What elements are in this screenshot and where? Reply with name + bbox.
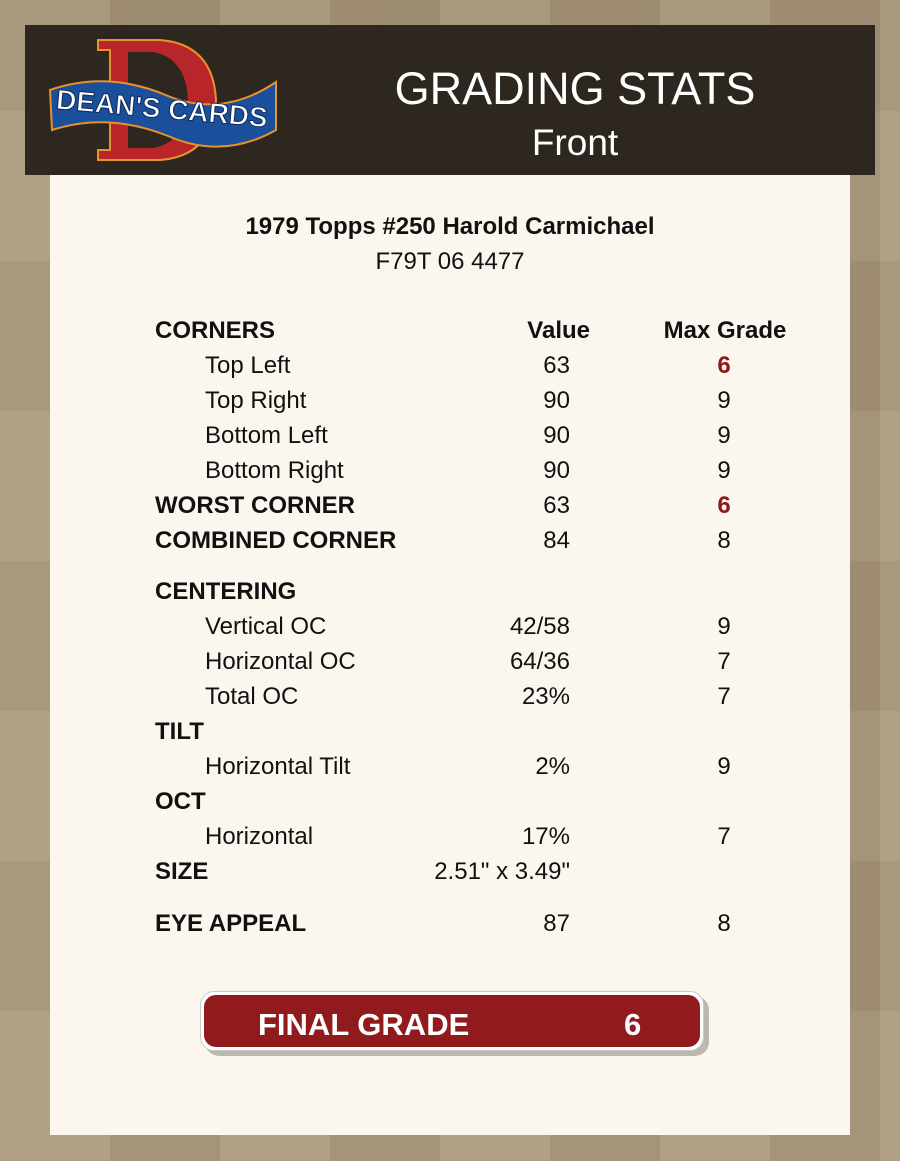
stat-value: 2%: [535, 753, 570, 780]
stat-value: 63: [543, 492, 570, 519]
stat-max-grade: 7: [717, 648, 731, 675]
stat-max-grade: 7: [717, 683, 731, 710]
stat-label: Horizontal: [205, 823, 314, 850]
stat-max-grade: 9: [717, 613, 731, 640]
stat-label: Top Right: [205, 387, 307, 414]
stat-max-grade: 6: [717, 492, 731, 519]
final-grade-badge: FINAL GRADE 6: [200, 991, 704, 1051]
stat-row: WORST CORNER 63 6: [50, 488, 850, 523]
max-grade-column-header: Max Grade: [663, 317, 787, 344]
stat-label: Total OC: [205, 683, 299, 710]
stat-value: 42/58: [509, 613, 570, 640]
stat-row: Horizontal OC 64/36 7: [50, 644, 850, 679]
stat-value: 90: [543, 387, 570, 414]
stat-max-grade: 7: [717, 823, 731, 850]
stats-table: CORNERS Value Max Grade Top Left 63 6 Top Righ…: [50, 313, 850, 941]
stat-max-grade: 9: [717, 753, 731, 780]
stat-row: Bottom Right 90 9: [50, 453, 850, 488]
stat-row: Top Left 63 6: [50, 348, 850, 383]
stat-value: 63: [543, 352, 570, 379]
stat-label: Top Left: [205, 352, 291, 379]
value-column-header: Value: [527, 317, 590, 344]
stat-label: Bottom Left: [205, 422, 328, 449]
stat-max-grade: 8: [717, 527, 731, 554]
stat-label: Horizontal OC: [205, 648, 356, 675]
stat-max-grade: 9: [717, 457, 731, 484]
page-title: GRADING STATS: [394, 63, 756, 114]
stat-value: 84: [543, 527, 570, 554]
stat-value: 64/36: [509, 648, 570, 675]
stat-value: 87: [543, 910, 570, 937]
stat-value: 2.51" x 3.49": [434, 858, 570, 885]
stat-row: EYE APPEAL 87 8: [50, 906, 850, 941]
stat-label: CENTERING: [155, 578, 297, 605]
stat-label: EYE APPEAL: [155, 910, 307, 937]
stat-row: OCT: [50, 784, 850, 819]
stats-panel: 1979 Topps #250 Harold Carmichael F79T 0…: [50, 175, 850, 1135]
stat-row: CENTERING: [50, 574, 850, 609]
stat-label: SIZE: [155, 858, 209, 885]
stat-row: Horizontal Tilt 2% 9: [50, 749, 850, 784]
stat-row: Bottom Left 90 9: [50, 418, 850, 453]
stat-label: WORST CORNER: [155, 492, 355, 519]
stat-max-grade: 6: [717, 352, 731, 379]
stat-value: 17%: [521, 823, 570, 850]
stat-label: Horizontal Tilt: [205, 753, 351, 780]
stat-label: CORNERS: [155, 317, 276, 344]
final-grade-value: 6: [624, 1007, 642, 1042]
stat-max-grade: 9: [717, 387, 731, 414]
stat-label: TILT: [155, 718, 204, 745]
stat-row: Horizontal 17% 7: [50, 819, 850, 854]
stat-label: Bottom Right: [205, 457, 344, 484]
stat-value: 90: [543, 422, 570, 449]
stat-value: 90: [543, 457, 570, 484]
deans-cards-logo: DEAN'S CARDS: [48, 39, 277, 161]
card-name: 1979 Topps #250 Harold Carmichael: [245, 213, 655, 240]
stat-row: Total OC 23% 7: [50, 679, 850, 714]
stat-max-grade: 8: [717, 910, 731, 937]
stat-row: TILT: [50, 714, 850, 749]
final-grade-label: FINAL GRADE: [258, 1007, 470, 1042]
stat-row: Vertical OC 42/58 9: [50, 609, 850, 644]
stat-label: COMBINED CORNER: [155, 527, 397, 554]
stat-row: COMBINED CORNER 84 8: [50, 523, 850, 558]
stat-row: Top Right 90 9: [50, 383, 850, 418]
stat-max-grade: 9: [717, 422, 731, 449]
stat-row: CORNERS Value Max Grade: [50, 313, 850, 348]
stat-row: SIZE 2.51" x 3.49": [50, 854, 850, 889]
stat-label: OCT: [155, 788, 206, 815]
stat-label: Vertical OC: [205, 613, 327, 640]
page-subtitle: Front: [531, 122, 619, 163]
stat-value: 23%: [521, 683, 570, 710]
cert-number: F79T 06 4477: [375, 248, 525, 275]
